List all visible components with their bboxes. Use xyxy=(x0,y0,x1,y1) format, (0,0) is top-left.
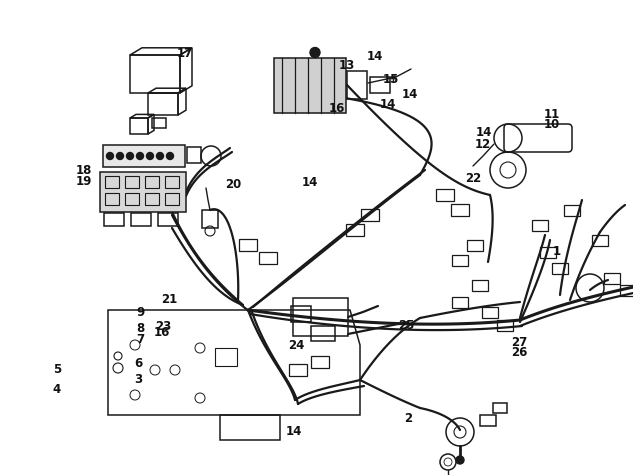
Text: 21: 21 xyxy=(161,293,178,306)
Bar xyxy=(497,320,513,331)
Text: 26: 26 xyxy=(511,346,527,359)
Circle shape xyxy=(456,456,464,464)
Circle shape xyxy=(156,152,163,160)
Text: 14: 14 xyxy=(302,176,318,190)
Bar xyxy=(145,176,159,188)
Text: 24: 24 xyxy=(288,339,304,352)
Bar xyxy=(311,326,335,341)
Text: 23: 23 xyxy=(155,320,172,333)
Bar xyxy=(480,415,496,426)
Text: 16: 16 xyxy=(154,326,170,339)
Text: 5: 5 xyxy=(53,363,61,376)
Bar xyxy=(130,118,148,134)
Text: 14: 14 xyxy=(476,126,492,140)
Circle shape xyxy=(106,152,113,160)
Bar xyxy=(436,189,454,201)
Bar xyxy=(125,193,139,205)
Bar xyxy=(105,176,119,188)
Text: 1: 1 xyxy=(553,245,561,258)
Bar xyxy=(482,306,498,317)
Text: 8: 8 xyxy=(136,322,145,335)
Bar xyxy=(158,213,178,226)
Text: 20: 20 xyxy=(225,178,241,191)
Text: 14: 14 xyxy=(285,425,302,438)
Text: 6: 6 xyxy=(134,357,142,370)
Bar xyxy=(239,239,257,251)
Bar xyxy=(592,235,608,246)
Text: 11: 11 xyxy=(544,107,560,121)
Circle shape xyxy=(127,152,134,160)
Bar xyxy=(604,273,620,284)
Bar xyxy=(370,77,390,93)
Bar xyxy=(540,247,556,257)
Bar xyxy=(125,176,139,188)
Bar xyxy=(452,296,468,307)
Bar xyxy=(467,239,483,250)
Circle shape xyxy=(166,152,173,160)
Bar xyxy=(215,348,237,366)
Bar xyxy=(165,176,179,188)
Text: 22: 22 xyxy=(465,171,482,185)
Bar xyxy=(347,71,367,99)
Bar xyxy=(100,172,186,212)
Text: 9: 9 xyxy=(136,306,145,319)
Bar xyxy=(293,298,348,336)
Bar xyxy=(202,210,218,228)
Text: 12: 12 xyxy=(474,138,491,152)
Text: 15: 15 xyxy=(383,73,399,86)
Circle shape xyxy=(116,152,123,160)
Bar xyxy=(472,279,488,291)
Text: 27: 27 xyxy=(511,335,527,349)
Bar xyxy=(361,209,379,221)
Text: 18: 18 xyxy=(75,163,92,177)
Text: 2: 2 xyxy=(404,411,412,425)
Text: 17: 17 xyxy=(177,47,193,60)
Bar xyxy=(148,93,178,115)
Bar xyxy=(104,213,124,226)
Bar xyxy=(103,145,185,167)
Bar xyxy=(289,364,307,376)
Text: 14: 14 xyxy=(379,98,396,111)
Text: 14: 14 xyxy=(367,49,383,63)
Bar xyxy=(346,224,364,236)
Bar xyxy=(274,57,346,113)
Text: 13: 13 xyxy=(339,59,355,72)
Text: 19: 19 xyxy=(75,175,92,188)
Bar xyxy=(311,356,329,368)
Circle shape xyxy=(146,152,153,160)
Bar xyxy=(620,285,633,295)
Bar xyxy=(452,255,468,266)
Circle shape xyxy=(137,152,144,160)
Bar xyxy=(165,193,179,205)
Bar xyxy=(564,205,580,216)
Bar xyxy=(131,213,151,226)
Text: 10: 10 xyxy=(544,118,560,131)
Text: 3: 3 xyxy=(134,372,142,386)
Bar xyxy=(493,403,507,413)
Bar xyxy=(259,252,277,264)
Bar xyxy=(451,204,469,216)
Circle shape xyxy=(310,48,320,57)
Text: 16: 16 xyxy=(329,102,345,115)
Bar xyxy=(187,147,201,163)
Text: 4: 4 xyxy=(53,383,61,396)
Text: 14: 14 xyxy=(402,87,418,101)
Bar xyxy=(145,193,159,205)
Text: 25: 25 xyxy=(398,319,415,332)
Text: 7: 7 xyxy=(137,333,144,346)
Bar xyxy=(152,118,166,128)
Bar xyxy=(532,219,548,230)
Bar xyxy=(552,263,568,274)
Bar xyxy=(130,55,180,93)
Bar xyxy=(291,306,311,322)
Bar xyxy=(105,193,119,205)
